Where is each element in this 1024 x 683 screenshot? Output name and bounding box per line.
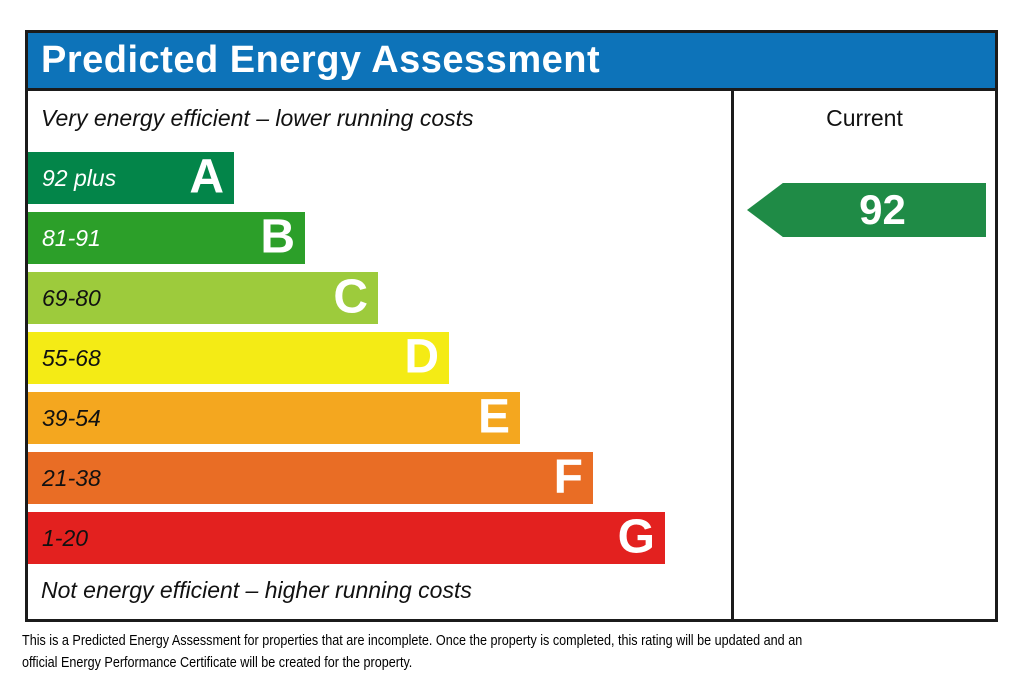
band-a-letter: A [189,150,224,204]
band-c-range: 69-80 [42,284,101,311]
band-e-range: 39-54 [42,404,101,431]
band-b: 81-91 B [28,212,305,264]
band-c: 69-80 C [28,272,378,324]
band-g: 1-20 G [28,512,665,564]
top-caption: Very energy efficient – lower running co… [41,105,474,131]
footnote-line-1: This is a Predicted Energy Assessment fo… [22,632,803,649]
current-rating-value: 92 [859,186,906,233]
certificate-frame: Predicted Energy Assessment Very energy … [25,30,998,622]
band-b-range: 81-91 [42,224,101,251]
rating-chart: Very energy efficient – lower running co… [28,91,731,619]
band-f-range: 21-38 [42,464,101,491]
band-f: 21-38 F [28,452,593,504]
current-rating-arrow: 92 [747,183,986,237]
band-a: 92 plus A [28,152,234,204]
page-title: Predicted Energy Assessment [41,39,601,81]
band-f-letter: F [553,450,583,504]
bottom-caption: Not energy efficient – higher running co… [41,577,472,603]
band-g-range: 1-20 [42,524,89,551]
footnote: This is a Predicted Energy Assessment fo… [22,630,802,674]
header-bar: Predicted Energy Assessment [28,33,995,91]
band-g-letter: G [617,510,655,564]
current-column: Current 92 [731,91,995,619]
band-e: 39-54 E [28,392,520,444]
band-a-range: 92 plus [42,164,117,191]
certificate-body: Very energy efficient – lower running co… [28,91,995,619]
band-c-letter: C [333,270,368,324]
footnote-line-2: official Energy Performance Certificate … [22,654,413,671]
band-e-letter: E [477,390,510,444]
band-d-range: 55-68 [42,344,101,371]
current-column-header: Current [826,105,903,131]
band-b-letter: B [260,210,295,264]
band-d-letter: D [404,330,439,384]
band-d: 55-68 D [28,332,449,384]
